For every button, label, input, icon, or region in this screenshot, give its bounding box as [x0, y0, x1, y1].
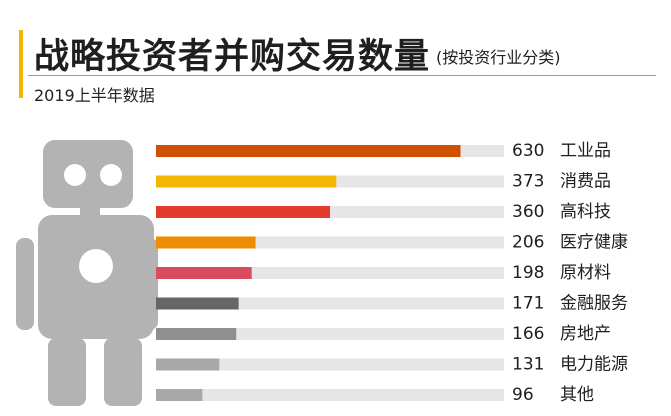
bar: [156, 297, 239, 310]
value-label: 166: [512, 324, 544, 344]
bar-series: 630 工业品 373 消费品 360 高科技 206 医疗健康 198 原材料 171 金融服务 16…: [156, 141, 628, 405]
data-period: 2019上半年数据: [34, 86, 155, 105]
robot-head: [43, 140, 133, 208]
bar-track: [156, 328, 504, 340]
category-label: 金融服务: [560, 294, 628, 314]
robot-right-leg: [104, 338, 142, 406]
robot-right-arm: [140, 238, 158, 330]
robot-right-eye: [100, 164, 122, 186]
robot-left-leg: [48, 338, 86, 406]
page-title: 战略投资者并购交易数量: [34, 37, 431, 77]
bar-track: [156, 358, 504, 371]
category-label: 消费品: [560, 172, 611, 192]
page-subtitle: (按投资行业分类): [436, 47, 561, 67]
category-label: 工业品: [560, 141, 611, 161]
value-label: 360: [512, 202, 544, 222]
value-label: 373: [512, 172, 544, 192]
bar-track: [156, 389, 504, 401]
bar: [156, 145, 461, 157]
category-label: 其他: [560, 385, 594, 405]
category-label: 原材料: [560, 263, 611, 283]
bar: [156, 267, 252, 279]
category-label: 房地产: [560, 324, 611, 344]
category-label: 电力能源: [560, 355, 628, 375]
robot-left-arm: [16, 238, 34, 330]
bar-track: [156, 297, 504, 310]
value-label: 171: [512, 294, 544, 314]
bar: [156, 236, 256, 249]
bar: [156, 389, 203, 401]
robot-chest-light: [79, 249, 113, 283]
category-label: 高科技: [560, 202, 611, 222]
title-row: 战略投资者并购交易数量 (按投资行业分类): [34, 28, 561, 79]
robot-left-eye: [64, 164, 86, 186]
category-label: 医疗健康: [560, 233, 628, 253]
robot-icon: [16, 140, 158, 406]
bar: [156, 358, 220, 371]
robot-neck: [80, 206, 100, 216]
title-accent-bar: [19, 30, 23, 98]
value-label: 131: [512, 355, 544, 375]
value-label: 96: [512, 385, 534, 405]
value-label: 630: [512, 141, 544, 161]
bar: [156, 175, 337, 188]
value-label: 198: [512, 263, 544, 283]
bar: [156, 206, 330, 218]
title-divider: [28, 75, 656, 76]
bar: [156, 328, 237, 340]
value-label: 206: [512, 233, 544, 253]
